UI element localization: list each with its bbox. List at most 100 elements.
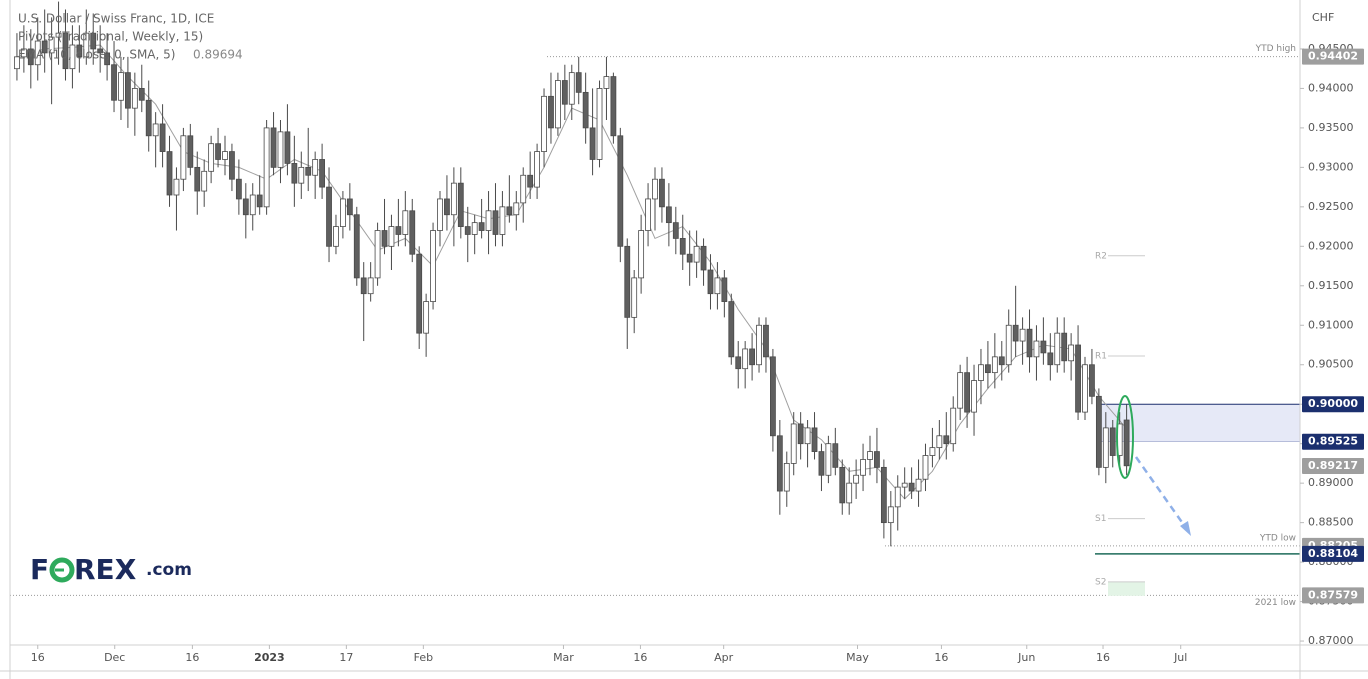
pivot-label: R1 <box>1095 352 1107 362</box>
candle-body <box>880 466 887 524</box>
price-tag <box>1302 587 1364 604</box>
candle-body <box>735 356 742 370</box>
indicator-label: Pivots (Traditional, Weekly, 15) <box>18 30 203 44</box>
candle-body <box>62 32 69 70</box>
candle-body <box>513 202 520 216</box>
candle-body <box>374 230 381 279</box>
candle-body <box>943 435 950 445</box>
candle-body <box>180 135 187 180</box>
candle-body <box>1040 340 1047 354</box>
candle-body <box>707 269 714 295</box>
candle-body <box>1026 328 1033 358</box>
candle-body <box>783 463 790 492</box>
pivot-label: S2 <box>1095 577 1106 587</box>
candle-body <box>1089 364 1095 397</box>
candle-body <box>659 178 665 208</box>
candle-body <box>998 356 1005 366</box>
candle-body <box>1068 344 1075 362</box>
candle-body <box>541 95 547 152</box>
candle-body <box>97 48 104 54</box>
candle-body <box>402 210 409 235</box>
x-tick-label: 16 <box>31 651 45 664</box>
annotations <box>1116 395 1191 536</box>
candle-body <box>69 44 76 70</box>
candle-body <box>360 277 367 295</box>
candle-body <box>971 380 977 413</box>
y-tick-label: 0.87000 <box>1308 634 1354 647</box>
price-tag <box>1302 458 1364 475</box>
candle-body <box>860 459 866 476</box>
candle-body <box>804 427 811 445</box>
candle-body <box>471 222 478 235</box>
candle-body <box>1047 352 1054 366</box>
y-tick-label: 0.92000 <box>1308 239 1354 252</box>
candle-body <box>978 364 984 381</box>
x-tick-label: May <box>846 651 869 664</box>
candle-body <box>41 40 48 54</box>
candle-body <box>991 356 998 374</box>
candle-body <box>797 423 804 445</box>
pivot-zone <box>1108 581 1145 596</box>
candle-body <box>83 32 90 58</box>
x-tick-label: Mar <box>553 651 574 664</box>
candle-body <box>1005 324 1012 366</box>
candle-body <box>152 123 159 137</box>
candle-body <box>638 230 645 279</box>
price-tag-label: 0.94402 <box>1308 50 1358 63</box>
candle-body <box>298 166 305 184</box>
candle-body <box>1082 364 1088 413</box>
candle-body <box>582 91 589 129</box>
candle-body <box>1054 332 1061 366</box>
x-tick-label: 16 <box>1096 651 1110 664</box>
candle-body <box>936 435 943 449</box>
candle-body <box>853 474 860 484</box>
candle-body <box>201 170 208 192</box>
candle-body <box>929 447 936 456</box>
indicator-label: EMA (10, close, 0, SMA, 5) <box>18 48 175 62</box>
candle-body <box>985 364 991 374</box>
candle-body <box>229 151 235 180</box>
candle-body <box>263 127 270 208</box>
candle-body <box>603 76 610 89</box>
candle-body <box>610 76 617 137</box>
candle-body <box>256 194 263 208</box>
price-tag-label: 0.88104 <box>1308 547 1358 560</box>
candle-body <box>305 166 312 176</box>
candle-body <box>409 210 416 255</box>
candle-body <box>208 143 215 172</box>
candle-body <box>922 455 929 480</box>
candle-body <box>423 301 430 334</box>
candle-body <box>194 166 201 192</box>
x-tick-label: Dec <box>104 651 125 664</box>
candle-body <box>450 182 457 216</box>
level-label: 2021 low <box>1255 598 1296 608</box>
candle-body <box>340 198 346 227</box>
candle-body <box>1075 344 1081 413</box>
x-tick-label: Apr <box>714 651 734 664</box>
candle-body <box>887 506 894 524</box>
candle-body <box>1109 427 1116 456</box>
candle-body <box>187 135 194 168</box>
candle-body <box>353 214 360 279</box>
candle-body <box>568 72 575 105</box>
candle-body <box>790 423 797 464</box>
candle-body <box>249 194 256 216</box>
candle-body <box>333 226 339 247</box>
candle-body <box>242 198 249 216</box>
candle-body <box>457 182 464 227</box>
y-tick-label: 0.90500 <box>1308 358 1354 371</box>
candle-body <box>770 356 776 437</box>
chart-title: U.S. Dollar / Swiss Franc, 1D, ICE <box>18 12 214 26</box>
x-tick-label: 16 <box>934 651 948 664</box>
price-tag <box>1302 48 1364 65</box>
level-label: YTD low <box>1259 533 1296 543</box>
logo-coin <box>49 557 75 583</box>
candle-body <box>811 427 818 452</box>
candle-body <box>222 151 228 160</box>
candle-body <box>846 482 853 504</box>
ema-value: 0.89694 <box>193 48 243 62</box>
candle-body <box>1019 328 1026 342</box>
candle-body <box>118 72 124 101</box>
candle-body <box>388 226 395 247</box>
